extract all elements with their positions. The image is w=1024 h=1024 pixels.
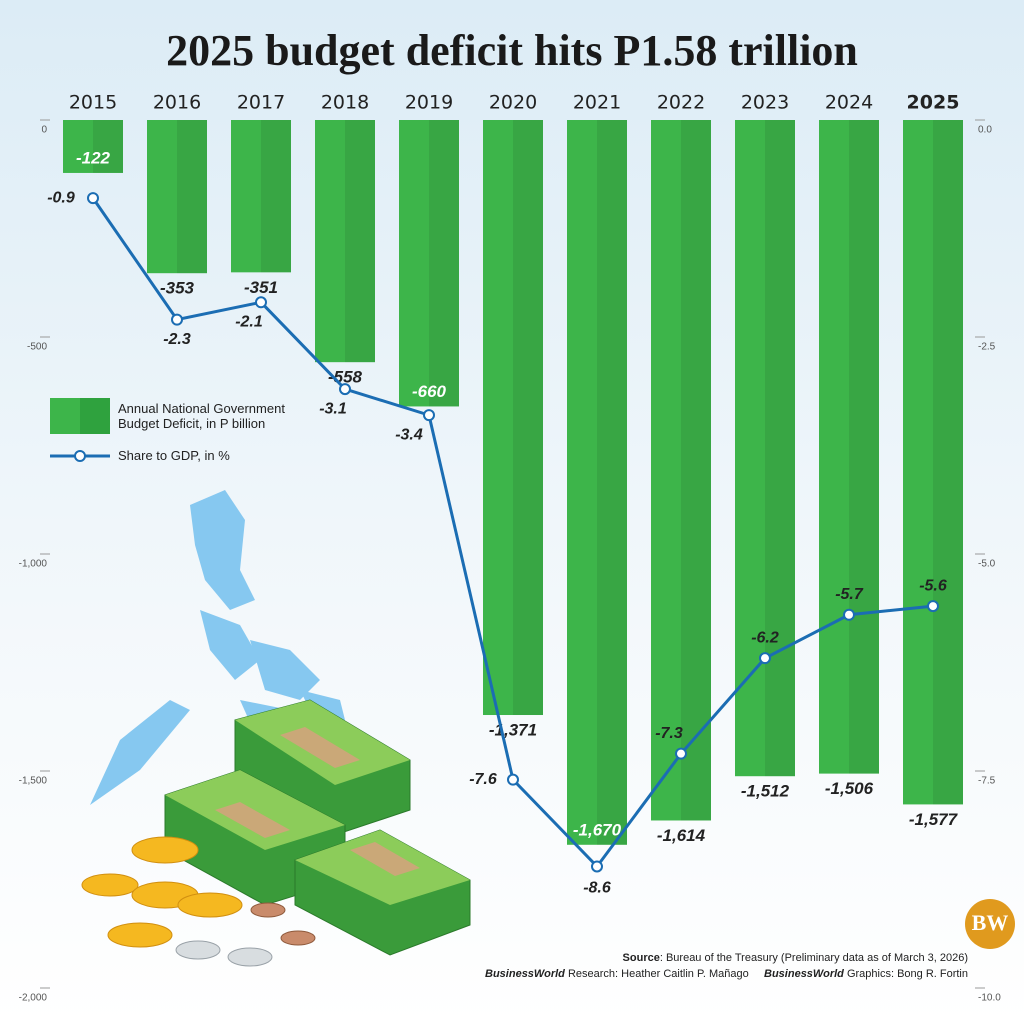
- bar: [147, 120, 207, 274]
- bar-value-label: -122: [76, 148, 111, 167]
- x-tick-label: 2018: [321, 92, 369, 114]
- bar-value-label: -1,506: [825, 779, 874, 798]
- bar: [651, 120, 711, 821]
- bar-value-label: -1,512: [741, 782, 790, 801]
- source-text: : Bureau of the Treasury (Preliminary da…: [659, 952, 968, 964]
- bar-shade: [849, 120, 879, 774]
- line-point: [339, 383, 351, 396]
- bar: [483, 120, 543, 716]
- credit-role: Research: Heather Caitlin P. Mañago: [564, 968, 749, 980]
- line-point: [423, 409, 435, 422]
- bar-value-label: -1,670: [573, 820, 622, 839]
- y2-tick-label: 0.0: [978, 125, 992, 136]
- line-point: [171, 313, 183, 326]
- y-tick-label: -1,000: [19, 559, 48, 570]
- bar-shade: [765, 120, 795, 777]
- legend-item: Share to GDP, in %: [50, 448, 298, 463]
- line-value-label: -8.6: [583, 880, 611, 897]
- bar-value-label: -1,614: [657, 826, 706, 845]
- line-value-label: -2.1: [235, 313, 263, 330]
- legend: Annual National Government Budget Defici…: [50, 398, 298, 477]
- bar-value-label: -1,371: [489, 720, 537, 739]
- y-tick-label: 0: [41, 125, 47, 136]
- bar-value-label: -353: [160, 279, 195, 298]
- line-value-label: -0.9: [47, 189, 75, 206]
- bar: [819, 120, 879, 774]
- line-value-label: -6.2: [751, 629, 779, 646]
- bar-shade: [933, 120, 963, 805]
- bar-value-label: -1,577: [909, 810, 959, 829]
- legend-label: Share to GDP, in %: [118, 448, 230, 463]
- footer: Source: Bureau of the Treasury (Prelimin…: [485, 950, 968, 982]
- y-tick-label: -1,500: [19, 776, 48, 787]
- x-tick-label: 2023: [741, 92, 789, 114]
- line-point: [759, 652, 771, 665]
- legend-item: Annual National Government Budget Defici…: [50, 398, 298, 434]
- logo-badge: [965, 899, 1015, 949]
- bar: [399, 120, 459, 407]
- bar: [735, 120, 795, 777]
- x-tick-label: 2019: [405, 92, 453, 114]
- x-tick-label: 2021: [573, 92, 621, 114]
- bar: [231, 120, 291, 273]
- line-point: [927, 600, 939, 613]
- bar-shade: [345, 120, 375, 363]
- bar-shade: [681, 120, 711, 821]
- line-value-label: -5.7: [835, 586, 864, 603]
- line-point: [255, 296, 267, 309]
- bar-shade: [261, 120, 291, 273]
- line-point: [843, 608, 855, 621]
- legend-swatch: [50, 398, 110, 434]
- y2-tick-label: -2.5: [978, 342, 996, 353]
- credit-role: Graphics: Bong R. Fortin: [843, 968, 968, 980]
- bar: [315, 120, 375, 363]
- y2-tick-label: -5.0: [978, 559, 996, 570]
- bar-shade: [429, 120, 459, 407]
- credits: BusinessWorld Research: Heather Caitlin …: [485, 966, 968, 982]
- x-tick-label: 2015: [69, 92, 117, 114]
- legend-swatch: [50, 449, 110, 462]
- bar-shade: [93, 120, 123, 173]
- logo: BW: [972, 910, 1009, 935]
- credit-org: BusinessWorld: [485, 968, 565, 980]
- line-point: [675, 747, 687, 760]
- x-tick-label: 2024: [825, 92, 873, 114]
- line-value-label: -3.4: [395, 426, 423, 443]
- bar: [63, 120, 123, 173]
- y-tick-label: -500: [27, 342, 47, 353]
- line-value-label: -7.6: [469, 771, 497, 788]
- money-illustration: [81, 699, 471, 967]
- credit-org: BusinessWorld: [764, 968, 844, 980]
- line-value-label: -3.1: [319, 400, 347, 417]
- legend-label: Annual National Government Budget Defici…: [118, 401, 285, 431]
- y2-tick-label: -7.5: [978, 776, 996, 787]
- y-tick-label: -2,000: [19, 993, 48, 1004]
- x-tick-label: 2025: [907, 92, 960, 114]
- line-point: [87, 192, 99, 205]
- x-tick-label: 2020: [489, 92, 537, 114]
- bar-value-label: -351: [244, 278, 278, 297]
- bar-shade: [597, 120, 627, 845]
- line-point: [591, 860, 603, 873]
- source: Source: Bureau of the Treasury (Prelimin…: [485, 950, 968, 966]
- chart-title: 2025 budget deficit hits P1.58 trillion: [166, 26, 858, 75]
- x-tick-label: 2016: [153, 92, 201, 114]
- y2-tick-label: -10.0: [978, 993, 1001, 1004]
- line-point: [507, 773, 519, 786]
- bar: [567, 120, 627, 845]
- x-tick-label: 2022: [657, 92, 705, 114]
- source-label: Source: [622, 952, 660, 964]
- bar-value-label: -660: [412, 382, 447, 401]
- line-value-label: -5.6: [919, 577, 947, 594]
- bar-shade: [513, 120, 543, 716]
- bar-shade: [177, 120, 207, 274]
- line-value-label: -7.3: [655, 725, 683, 742]
- bar: [903, 120, 963, 805]
- line-value-label: -2.3: [163, 331, 191, 348]
- x-tick-label: 2017: [237, 92, 285, 114]
